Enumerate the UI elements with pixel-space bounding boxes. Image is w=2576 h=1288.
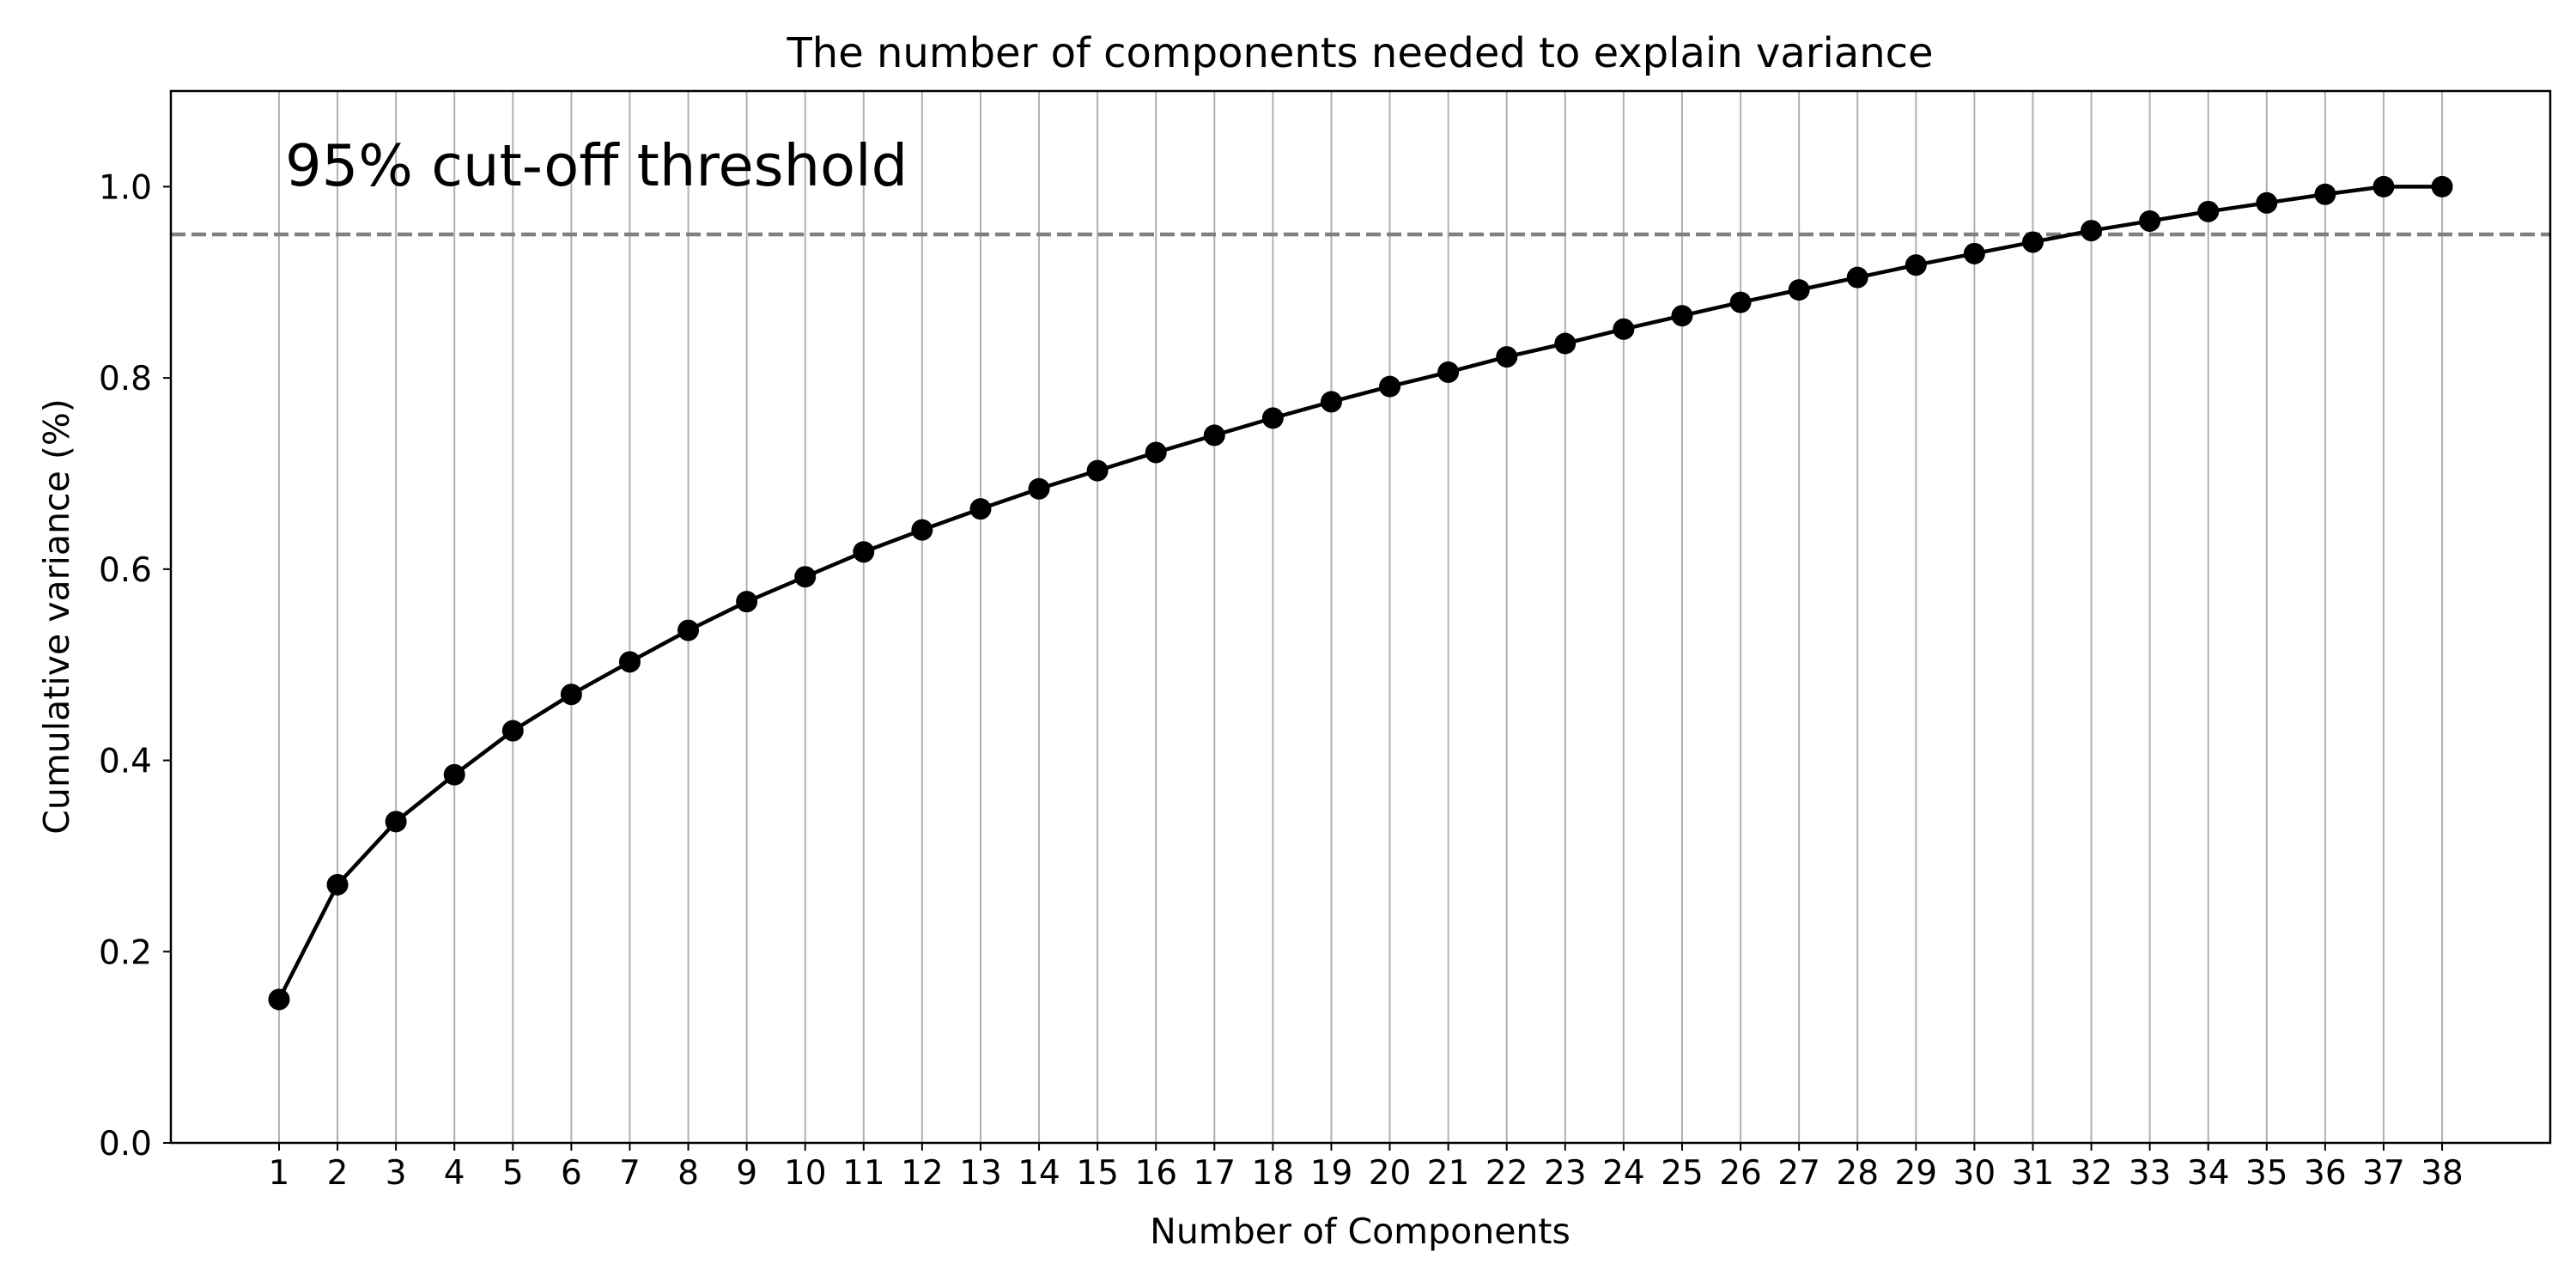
x-tick-label: 19 — [1310, 1154, 1353, 1193]
x-axis: 1 2 3 4 5 6 7 8 9 10 11 12 13 14 15 16 17 18 19 20 21 22 23 24 2… — [269, 1143, 2464, 1193]
data-point — [326, 873, 349, 896]
data-point — [1145, 441, 1167, 464]
x-tick-label: 5 — [502, 1154, 524, 1193]
x-tick-label: 14 — [1018, 1154, 1060, 1193]
x-tick-label: 15 — [1076, 1154, 1119, 1193]
threshold-annotation: 95% cut-off threshold — [285, 132, 908, 199]
data-point — [2372, 175, 2395, 197]
x-tick-label: 38 — [2421, 1154, 2464, 1193]
chart-title: The number of components needed to expla… — [786, 29, 1933, 77]
x-tick-label: 9 — [736, 1154, 757, 1193]
data-point — [501, 720, 524, 742]
data-point — [794, 566, 817, 588]
x-tick-label: 37 — [2362, 1154, 2405, 1193]
x-tick-label: 33 — [2129, 1154, 2172, 1193]
y-tick-label: 1.0 — [99, 168, 152, 207]
y-tick-label: 0.2 — [99, 933, 152, 972]
x-tick-label: 35 — [2245, 1154, 2288, 1193]
data-point — [1846, 266, 1868, 289]
data-point — [2314, 183, 2336, 205]
data-point — [1379, 375, 1401, 398]
data-point — [2431, 175, 2453, 197]
data-point — [1671, 305, 1693, 327]
y-axis: 0.0 0.2 0.4 0.6 0.8 1.0 — [99, 168, 171, 1163]
data-point — [618, 651, 641, 673]
x-tick-label: 3 — [386, 1154, 407, 1193]
vertical-grid — [277, 91, 2444, 1143]
x-axis-title: Number of Components — [1150, 1211, 1571, 1252]
data-point — [1437, 361, 1460, 383]
x-tick-label: 7 — [619, 1154, 641, 1193]
x-tick-label: 22 — [1485, 1154, 1528, 1193]
y-tick-label: 0.8 — [99, 360, 152, 398]
data-point — [2197, 200, 2220, 222]
data-point — [911, 519, 933, 541]
data-point — [2081, 220, 2103, 242]
data-point — [1086, 459, 1109, 482]
x-tick-label: 11 — [842, 1154, 885, 1193]
data-point — [1203, 424, 1225, 447]
data-point — [677, 619, 700, 641]
x-tick-label: 31 — [2012, 1154, 2055, 1193]
data-point — [443, 763, 465, 786]
x-tick-label: 34 — [2187, 1154, 2230, 1193]
data-point — [2139, 210, 2161, 232]
x-tick-label: 1 — [269, 1154, 290, 1193]
x-tick-label: 2 — [327, 1154, 349, 1193]
y-tick-label: 0.0 — [99, 1125, 152, 1163]
x-tick-label: 29 — [1894, 1154, 1937, 1193]
x-tick-label: 10 — [784, 1154, 827, 1193]
data-point — [1963, 242, 1985, 264]
data-point — [1261, 407, 1284, 429]
data-point — [1028, 477, 1050, 500]
y-tick-label: 0.6 — [99, 551, 152, 590]
x-tick-label: 30 — [1953, 1154, 1996, 1193]
data-point — [1788, 279, 1810, 301]
x-tick-label: 23 — [1544, 1154, 1587, 1193]
plot-frame — [169, 89, 2552, 1145]
data-point — [2256, 191, 2278, 214]
x-tick-label: 27 — [1777, 1154, 1820, 1193]
x-tick-label: 6 — [561, 1154, 582, 1193]
x-tick-label: 24 — [1602, 1154, 1645, 1193]
data-point — [560, 683, 582, 706]
y-axis-title: Cumulative variance (%) — [36, 398, 77, 835]
data-point — [1905, 254, 1927, 276]
data-point — [1613, 318, 1635, 340]
x-tick-label: 20 — [1369, 1154, 1412, 1193]
x-tick-label: 25 — [1661, 1154, 1704, 1193]
x-tick-label: 12 — [901, 1154, 944, 1193]
x-tick-label: 8 — [677, 1154, 699, 1193]
x-tick-label: 16 — [1134, 1154, 1177, 1193]
data-points — [268, 175, 2453, 1011]
data-point — [268, 988, 290, 1011]
data-point — [853, 541, 875, 563]
x-tick-label: 17 — [1193, 1154, 1236, 1193]
y-tick-label: 0.4 — [99, 743, 152, 781]
x-tick-label: 36 — [2304, 1154, 2347, 1193]
x-tick-label: 13 — [959, 1154, 1002, 1193]
x-tick-label: 28 — [1836, 1154, 1879, 1193]
data-point — [1729, 291, 1752, 313]
x-tick-label: 32 — [2070, 1154, 2113, 1193]
x-tick-label: 18 — [1252, 1154, 1295, 1193]
data-point — [969, 498, 992, 520]
data-point — [736, 591, 758, 613]
data-point — [1496, 346, 1518, 368]
data-point — [385, 811, 407, 833]
x-tick-label: 4 — [444, 1154, 465, 1193]
data-point — [1320, 391, 1342, 413]
data-point — [2021, 231, 2044, 253]
data-point — [1554, 332, 1577, 355]
x-tick-label: 26 — [1719, 1154, 1762, 1193]
x-tick-label: 21 — [1427, 1154, 1470, 1193]
